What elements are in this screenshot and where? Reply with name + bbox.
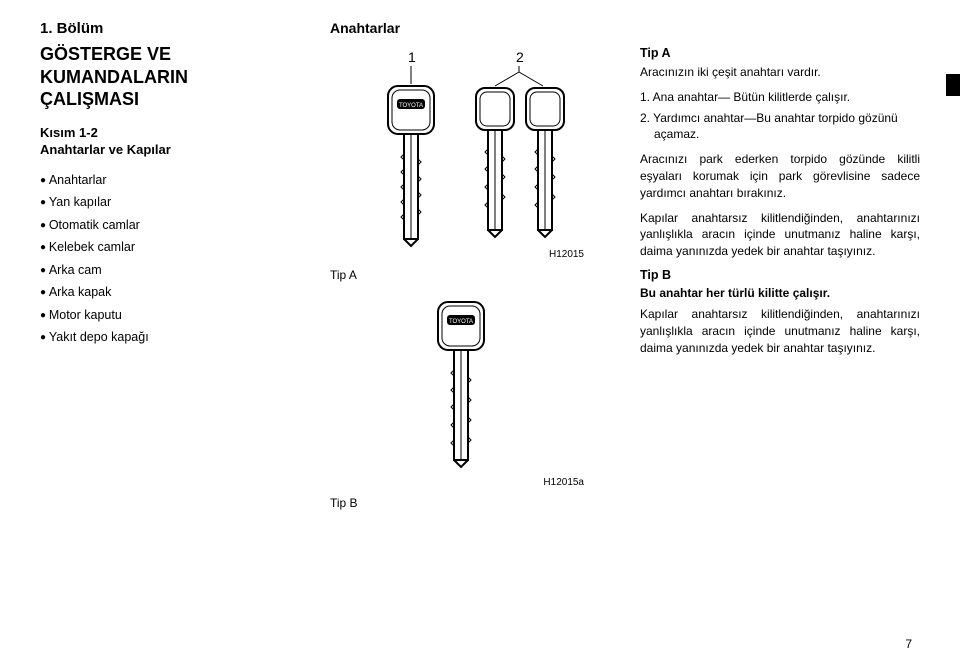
page-number: 7 [905, 637, 912, 651]
numbered-item: 2. Yardımcı anahtar—Bu anahtar torpido g… [640, 110, 920, 144]
diagram-caption-a: Tip A [330, 268, 610, 282]
subsection-number: Kısım 1-2 [40, 125, 300, 140]
sub-key-icon [526, 88, 564, 237]
list-item: Yan kapılar [40, 191, 300, 214]
key-label-2: 2 [516, 49, 524, 65]
list-item: Yakıt depo kapağı [40, 326, 300, 349]
svg-text:TOYOTA: TOYOTA [399, 103, 423, 109]
topic-list: Anahtarlar Yan kapılar Otomatik camlar K… [40, 169, 300, 349]
numbered-item: 1. Ana anahtar— Bütün kilitlerde çalışır… [640, 89, 920, 106]
list-item: Kelebek camlar [40, 236, 300, 259]
subsection-title: Anahtarlar ve Kapılar [40, 142, 300, 157]
list-item: Arka cam [40, 259, 300, 282]
heading-line: GÖSTERGE VE [40, 44, 171, 64]
chapter-number: 1. Bölüm [40, 20, 300, 37]
list-item: Otomatik camlar [40, 214, 300, 237]
paragraph: Aracınızı park ederken torpido gözünde k… [640, 151, 920, 201]
diagram-caption-b: Tip B [330, 496, 610, 510]
master-key-icon: TOYOTA [388, 86, 434, 246]
single-key-icon: TOYOTA [438, 302, 484, 467]
edge-tab [946, 74, 960, 96]
heading-line: KUMANDALARIN [40, 67, 188, 87]
tip-a-heading: Tip A [640, 46, 920, 60]
key-diagram-b: TOYOTA H12015a [330, 292, 590, 492]
left-column: 1. Bölüm GÖSTERGE VE KUMANDALARIN ÇALIŞM… [40, 20, 300, 520]
list-item: Motor kaputu [40, 304, 300, 327]
image-code: H12015 [549, 249, 584, 260]
intro-text: Aracınızın iki çeşit anahtarı vardır. [640, 64, 920, 81]
tip-b-heading: Tip B [640, 268, 920, 282]
bold-statement: Bu anahtar her türlü kilitte çalışır. [640, 286, 920, 300]
list-item: Anahtarlar [40, 169, 300, 192]
sub-key-icon [476, 88, 514, 237]
heading-line: ÇALIŞMASI [40, 89, 139, 109]
paragraph: Kapılar anahtarsız kilitlendiğinden, ana… [640, 306, 920, 356]
paragraph: Kapılar anahtarsız kilitlendiğinden, ana… [640, 210, 920, 260]
key-label-1: 1 [408, 49, 416, 65]
diagram-heading: Anahtarlar [330, 20, 610, 36]
svg-text:TOYOTA: TOYOTA [449, 319, 473, 325]
right-column: Tip A Aracınızın iki çeşit anahtarı vard… [640, 20, 920, 520]
key-diagram-a: 1 2 TOYOTA [330, 44, 590, 264]
list-item: Arka kapak [40, 281, 300, 304]
section-heading: GÖSTERGE VE KUMANDALARIN ÇALIŞMASI [40, 43, 300, 111]
middle-column: Anahtarlar 1 2 TOYO [330, 20, 610, 520]
image-code: H12015a [543, 477, 584, 488]
